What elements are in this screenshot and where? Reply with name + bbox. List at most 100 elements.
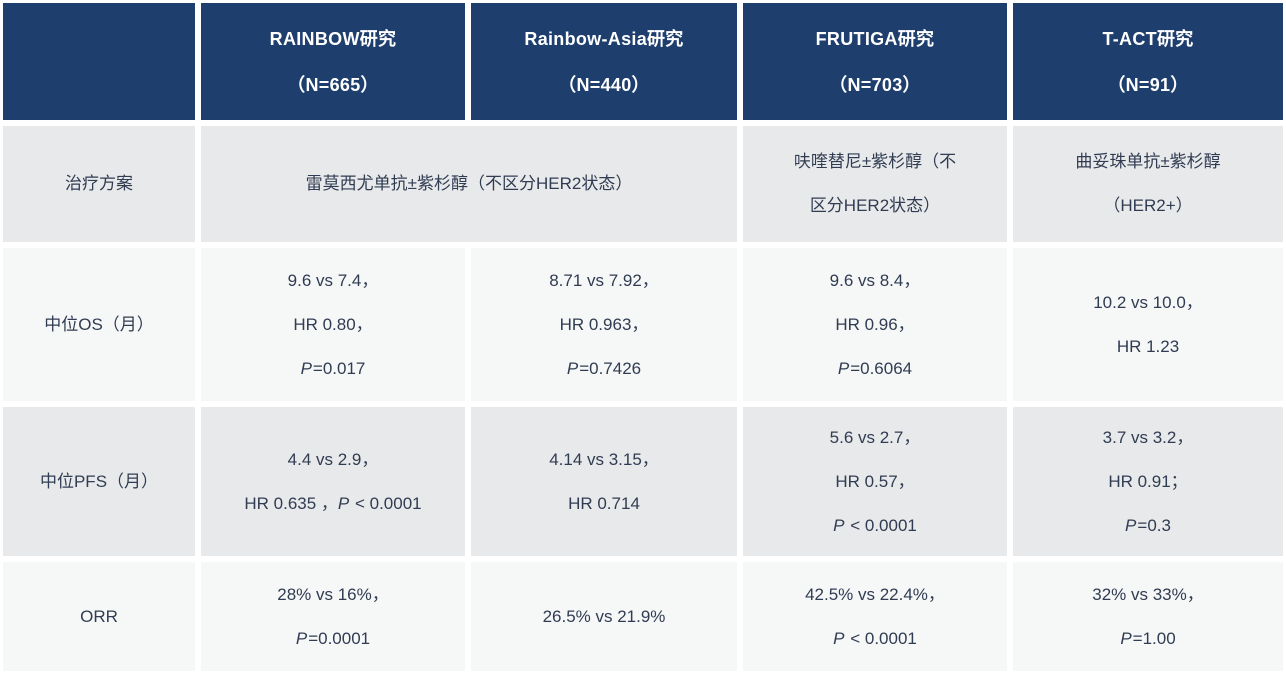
p-value-italic: P [1125,515,1137,535]
cell-line: HR 0.91； [1108,460,1187,504]
p-value-italic: P [833,515,845,535]
text-segment: 4.14 vs 3.15， [549,449,659,469]
study-count: （N=440） [558,74,650,95]
cell-line: 42.5% vs 22.4%， [805,573,945,617]
cell-line: P=1.00 [1120,617,1175,661]
text-segment: 32% vs 33%， [1092,584,1204,604]
row-label-cell: 中位PFS（月） [3,407,195,556]
text-segment: 8.71 vs 7.92， [549,270,659,290]
text-segment: < 0.0001 [845,628,917,648]
p-value-italic: P [295,628,308,648]
data-cell: 曲妥珠单抗±紫杉醇 （HER2+） [1013,126,1283,242]
cell-line: （HER2+） [1103,184,1192,228]
study-name: T-ACT研究 [1102,28,1194,49]
text-segment: 9.6 vs 7.4， [287,270,379,290]
study-name: Rainbow-Asia研究 [524,28,684,49]
cell-line: P < 0.0001 [833,617,917,661]
text-segment: 26.5% vs 21.9% [542,606,666,626]
cell-line: HR 0.963， [560,303,649,347]
text-segment: 4.4 vs 2.9， [287,449,379,469]
column-header-cell: T-ACT研究 （N=91） [1013,3,1283,120]
text-segment: 雷莫西尤单抗±紫杉醇（不区分HER2状态） [305,174,633,193]
p-value-italic: P [837,358,850,378]
column-header-cell: FRUTIGA研究 （N=703） [743,3,1007,120]
cell-line: 5.6 vs 2.7， [830,416,921,460]
cell-line: 8.71 vs 7.92， [549,259,659,303]
text-segment: =1.00 [1132,628,1176,648]
text-segment: 42.5% vs 22.4%， [805,584,945,604]
cell-line: 3.7 vs 3.2， [1103,416,1194,460]
cell-line: P=0.6064 [838,347,912,391]
cell-line: P < 0.0001 [833,504,917,548]
data-cell: 8.71 vs 7.92， HR 0.963， P=0.7426 [471,248,737,401]
cell-line: 9.6 vs 8.4， [830,259,921,303]
cell-line: 32% vs 33%， [1092,573,1204,617]
cell-line: 区分HER2状态） [810,184,940,228]
data-cell: 9.6 vs 8.4， HR 0.96， P=0.6064 [743,248,1007,401]
cell-line: 9.6 vs 7.4， [288,259,379,303]
cell-line: P=0.017 [301,347,366,391]
data-cell: 雷莫西尤单抗±紫杉醇（不区分HER2状态） [201,126,737,242]
text-segment: HR 0.91； [1108,471,1188,491]
row-label-cell: ORR [3,562,195,671]
header-corner-cell [3,3,195,120]
text-segment: =0.3 [1137,515,1171,535]
data-cell: 10.2 vs 10.0， HR 1.23 [1013,248,1283,401]
data-cell: 28% vs 16%， P=0.0001 [201,562,465,671]
data-cell: 9.6 vs 7.4， HR 0.80， P=0.017 [201,248,465,401]
text-segment: =0.6064 [850,358,913,378]
cell-line: 10.2 vs 10.0， [1093,281,1203,325]
text-segment: HR 0.96， [835,314,915,334]
cell-line: 呋喹替尼±紫杉醇（不 [794,140,956,184]
row-label-cell: 中位OS（月） [3,248,195,401]
text-segment: 曲妥珠单抗±紫杉醇 [1075,152,1221,171]
text-segment: 3.7 vs 3.2， [1102,427,1194,447]
text-segment: 区分HER2状态） [809,196,941,215]
study-name: RAINBOW研究 [269,28,397,49]
study-name: FRUTIGA研究 [815,28,935,49]
cell-line: P=0.0001 [296,617,370,661]
text-segment: （HER2+） [1103,196,1193,215]
data-cell: 4.4 vs 2.9， HR 0.635 ，P < 0.0001 [201,407,465,556]
data-cell: 呋喹替尼±紫杉醇（不区分HER2状态） [743,126,1007,242]
cell-line: 4.4 vs 2.9， [288,438,379,482]
p-value-italic: P [1120,628,1132,648]
data-cell: 26.5% vs 21.9% [471,562,737,671]
cell-line: 曲妥珠单抗±紫杉醇 [1075,140,1220,184]
text-segment: HR 0.963， [559,314,649,334]
data-cell: 5.6 vs 2.7， HR 0.57， P < 0.0001 [743,407,1007,556]
text-segment: HR 0.714 [568,493,640,513]
study-count: （N=703） [829,74,921,95]
p-value-italic: P [337,493,350,513]
text-segment: 9.6 vs 8.4， [829,270,921,290]
column-header-cell: RAINBOW研究 （N=665） [201,3,465,120]
text-segment: HR 0.80， [293,314,373,334]
text-segment: < 0.0001 [350,493,422,513]
text-segment: HR 0.57， [835,471,915,491]
text-segment: =0.0001 [308,628,371,648]
cell-line: HR 0.96， [835,303,914,347]
text-segment: =0.017 [312,358,366,378]
text-segment: HR 1.23 [1116,336,1180,356]
text-segment: < 0.0001 [845,515,917,535]
data-cell: 42.5% vs 22.4%， P < 0.0001 [743,562,1007,671]
cell-line: HR 0.80， [293,303,372,347]
cell-line: HR 0.57， [835,460,914,504]
text-segment: HR 0.635 ， [244,493,338,513]
p-value-italic: P [300,358,312,378]
text-segment: =0.7426 [579,358,642,378]
text-segment: 28% vs 16%， [277,584,389,604]
p-value-italic: P [566,358,579,378]
text-segment: 5.6 vs 2.7， [829,427,921,447]
cell-line: P=0.7426 [567,347,641,391]
p-value-italic: P [833,628,845,648]
cell-line: HR 0.635 ，P < 0.0001 [244,482,421,526]
row-label-cell: 治疗方案 [3,126,195,242]
cell-line: HR 0.714 [568,482,640,526]
cell-line: 26.5% vs 21.9% [543,595,666,639]
cell-line: 雷莫西尤单抗±紫杉醇（不区分HER2状态） [306,162,633,206]
cell-line: HR 1.23 [1117,325,1179,369]
cell-line: P=0.3 [1125,504,1171,548]
study-count: （N=665） [287,74,379,95]
